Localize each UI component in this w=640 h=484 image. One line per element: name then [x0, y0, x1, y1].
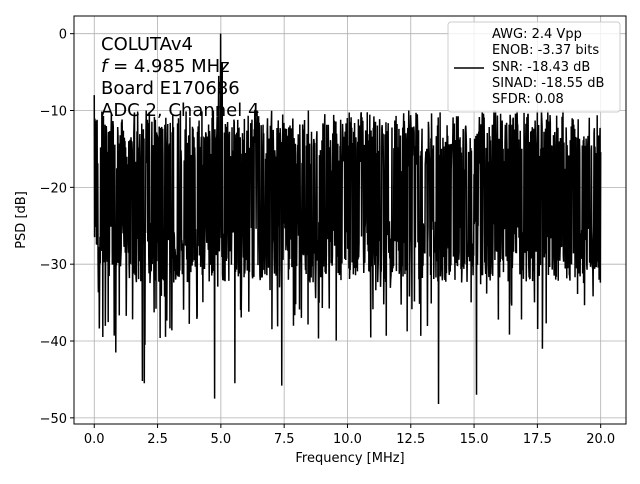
x-tick-label: 17.5 — [523, 432, 552, 447]
x-tick-label: 20.0 — [586, 432, 615, 447]
y-tick-label: 0 — [59, 28, 67, 43]
x-tick-label: 0.0 — [84, 432, 105, 447]
annotation-frequency: f = 4.985 MHz — [101, 56, 230, 77]
x-tick-label: 10.0 — [333, 432, 362, 447]
y-tick-label: −50 — [40, 412, 67, 427]
y-axis-label: PSD [dB] — [14, 191, 29, 249]
annotation-device: COLUTAv4 — [101, 34, 193, 55]
y-tick-label: −40 — [40, 335, 67, 350]
legend-sinad: SINAD: -18.55 dB — [492, 76, 604, 91]
x-axis-ticks: 0.0 2.5 5.0 7.5 10.0 12.5 15.0 17.5 20.0 — [84, 424, 615, 447]
y-tick-label: −10 — [40, 105, 67, 120]
y-axis-ticks: 0 −10 −20 −30 −40 −50 — [40, 28, 74, 427]
chart-annotation: COLUTAv4 f = 4.985 MHz Board E170686 ADC… — [101, 34, 259, 121]
axes-frame — [73, 15, 627, 425]
legend-frame — [447, 21, 621, 113]
legend-snr: SNR: -18.43 dB — [492, 60, 590, 75]
annotation-channel: ADC 2, Channel 4 — [101, 100, 259, 121]
legend-awg: AWG: 2.4 Vpp — [492, 27, 582, 42]
x-tick-label: 12.5 — [396, 432, 425, 447]
y-tick-label: −20 — [40, 181, 67, 196]
x-tick-label: 15.0 — [460, 432, 489, 447]
annotation-board: Board E170686 — [101, 78, 240, 99]
y-tick-label: −30 — [40, 258, 67, 273]
x-tick-label: 7.5 — [274, 432, 295, 447]
legend-enob: ENOB: -3.37 bits — [492, 43, 599, 58]
psd-series-line — [93, 33, 602, 405]
plot-area — [93, 33, 602, 405]
legend: AWG: 2.4 Vpp ENOB: -3.37 bits SNR: -18.4… — [447, 21, 621, 113]
x-axis-label: Frequency [MHz] — [295, 451, 404, 466]
legend-sfdr: SFDR: 0.08 — [492, 92, 564, 107]
x-tick-label: 5.0 — [211, 432, 232, 447]
x-tick-label: 2.5 — [147, 432, 168, 447]
